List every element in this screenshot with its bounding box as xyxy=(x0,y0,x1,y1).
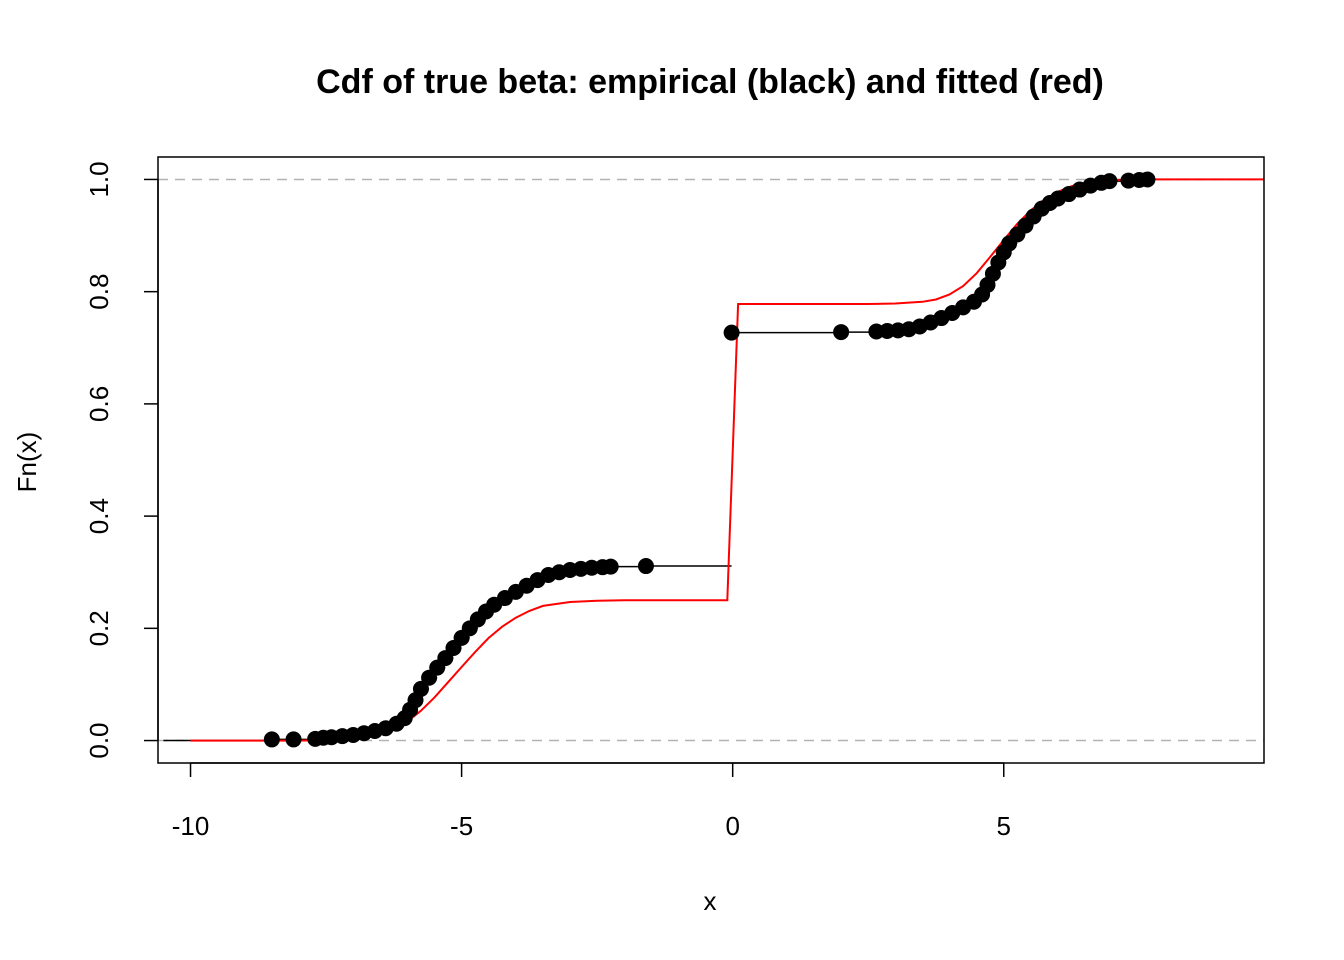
x-tick-label: -10 xyxy=(172,811,210,841)
x-axis: -10 -5 0 5 xyxy=(172,762,1011,841)
chart-title: Cdf of true beta: empirical (black) and … xyxy=(316,63,1104,101)
y-tick-label: 0.4 xyxy=(84,498,114,534)
ecdf-point xyxy=(412,680,429,697)
y-tick-label: 0.0 xyxy=(84,722,114,758)
plot-frame xyxy=(157,156,1265,764)
ecdf-point xyxy=(263,731,280,748)
ecdf-point xyxy=(1101,173,1118,190)
ecdf-point xyxy=(637,558,654,575)
fitted-cdf-line xyxy=(190,178,1264,742)
y-tick-label: 0.2 xyxy=(84,610,114,646)
reference-lines xyxy=(158,178,1264,742)
x-tick-label: 5 xyxy=(997,811,1011,841)
ecdf-point xyxy=(833,324,850,341)
ecdf-point xyxy=(602,558,619,575)
y-tick-label: 0.8 xyxy=(84,274,114,310)
x-axis-label: x xyxy=(704,886,717,916)
plot-area xyxy=(163,171,1264,748)
ecdf-point xyxy=(1139,171,1156,188)
y-axis: 0.0 0.2 0.4 0.6 0.8 1.0 xyxy=(84,161,159,759)
y-tick-label: 0.6 xyxy=(84,386,114,422)
y-axis-label: Fn(x) xyxy=(12,432,42,493)
y-tick-label: 1.0 xyxy=(84,161,114,197)
ecdf-point xyxy=(723,324,740,341)
x-tick-label: 0 xyxy=(725,811,739,841)
x-tick-label: -5 xyxy=(450,811,473,841)
ecdf-point xyxy=(285,731,302,748)
